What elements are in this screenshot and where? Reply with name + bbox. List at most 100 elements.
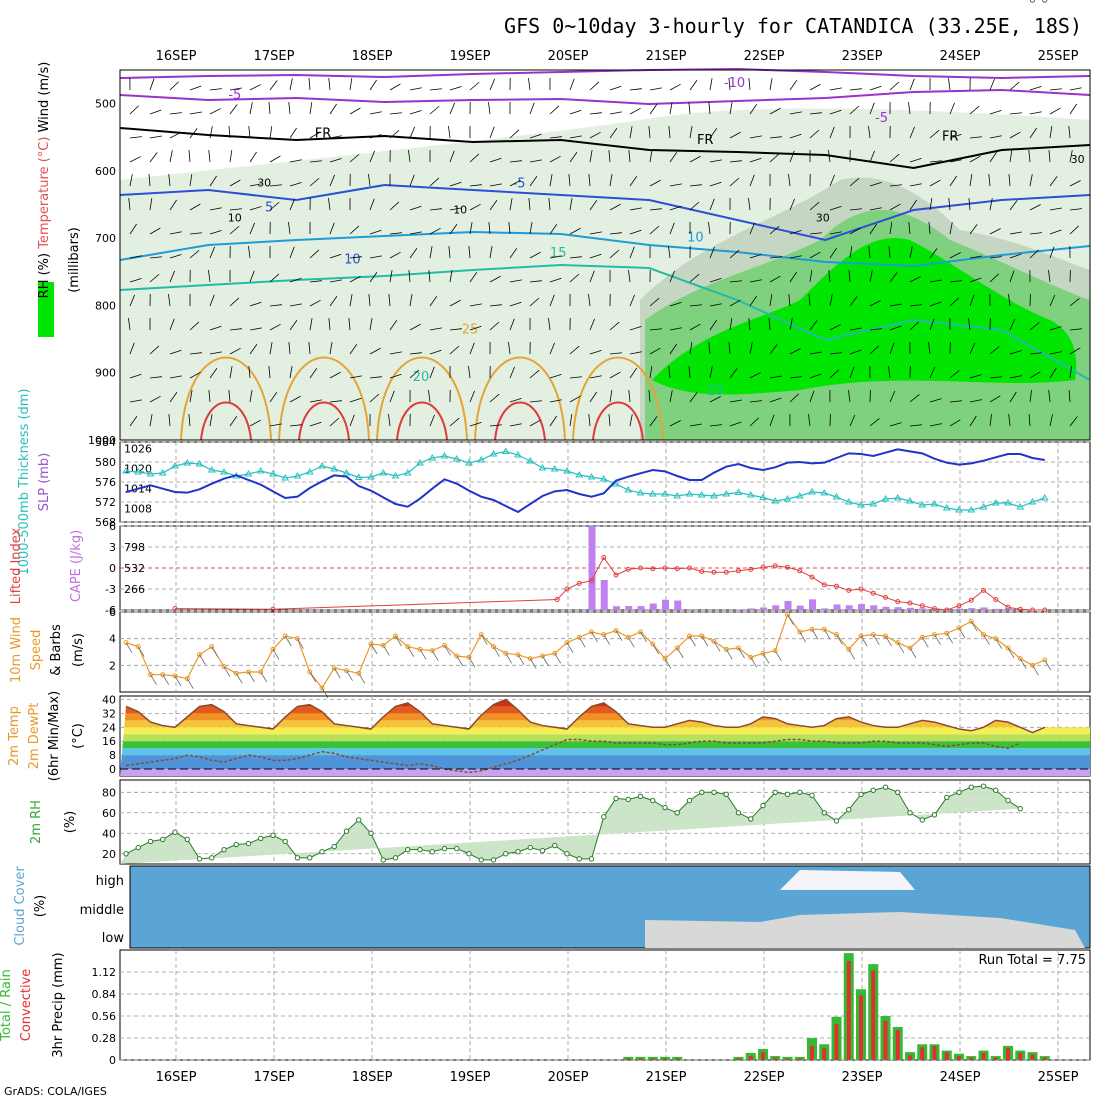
wind-barb xyxy=(1069,103,1078,115)
wind-barb xyxy=(409,174,415,187)
wind-barb xyxy=(1029,371,1041,379)
wind-barb xyxy=(589,375,602,379)
date-label-bottom: 25SEP xyxy=(1038,1070,1079,1085)
wind-barb xyxy=(829,294,833,307)
wind-barb xyxy=(949,175,958,187)
cape-ylabel: CAPE (J/kg) xyxy=(69,530,84,602)
wind-barb xyxy=(389,129,400,139)
wind-barb xyxy=(989,346,1000,355)
wind-barb xyxy=(449,223,458,235)
wind-barb xyxy=(589,231,602,235)
wind-barb xyxy=(728,78,731,91)
wind-barb xyxy=(409,231,422,235)
wind-barb xyxy=(628,390,631,403)
wind-barb xyxy=(409,126,415,139)
cape-bar xyxy=(845,605,853,610)
wind-barb xyxy=(209,207,222,211)
wind-barb xyxy=(249,183,262,187)
wind-barb xyxy=(689,201,700,211)
wind-barb xyxy=(289,303,302,307)
wind-barb xyxy=(789,348,801,355)
wind-barb xyxy=(309,177,320,187)
wind-barb xyxy=(789,230,802,235)
upper-air-ylabel-part: Temperature xyxy=(37,166,52,252)
surface-wind-barb xyxy=(1032,665,1039,676)
wind-barb xyxy=(229,150,233,163)
thickness-point xyxy=(1028,498,1037,505)
isotherm-line xyxy=(119,67,1091,80)
wind-speed-point xyxy=(417,646,423,652)
wind-barb xyxy=(129,105,139,115)
wind-speed-line xyxy=(125,613,1045,690)
wind-barb xyxy=(789,318,793,331)
cape-bar xyxy=(735,609,743,610)
wind-barb xyxy=(529,102,535,115)
wind-barb xyxy=(269,80,278,91)
wind-barb xyxy=(569,109,582,115)
wind-barb xyxy=(609,321,620,331)
wind-barb xyxy=(509,318,515,331)
lifted-index-line xyxy=(174,556,1045,611)
surface-wind-barb xyxy=(542,655,549,667)
isotherm-label: 20 xyxy=(707,384,724,399)
isotherm-lobe-25 xyxy=(572,356,664,441)
precip-convective-bar xyxy=(932,1045,937,1060)
wind-barb xyxy=(748,78,751,91)
wind-speed-point xyxy=(123,640,129,646)
wind-barb xyxy=(469,271,478,283)
wind-barb xyxy=(209,351,222,355)
wind-barb xyxy=(369,376,382,379)
lifted-index-point xyxy=(760,564,766,570)
wind-barb xyxy=(269,423,282,427)
date-label-bottom: 19SEP xyxy=(450,1070,491,1085)
wind-speed-point xyxy=(442,642,447,648)
wind-barb xyxy=(749,135,762,139)
wind-barb xyxy=(769,153,780,163)
wind-barb xyxy=(349,275,361,283)
rh-point xyxy=(784,791,791,798)
lifted-index-point xyxy=(564,586,570,592)
surface-wind-barb xyxy=(738,647,745,659)
surface-wind-barb xyxy=(970,621,978,632)
surface-wind-barb xyxy=(370,643,378,655)
precip-convective-bar xyxy=(1042,1057,1047,1060)
rh-point xyxy=(429,849,435,855)
pressure-tick-label: 500 xyxy=(95,98,116,111)
thickness-point xyxy=(501,447,510,454)
wind-barb xyxy=(889,81,900,91)
rh-point xyxy=(307,855,313,861)
thickness-point xyxy=(624,486,633,493)
wind-barb xyxy=(369,198,375,211)
thickness-point xyxy=(379,469,388,476)
wind-speed-point xyxy=(785,612,790,618)
wind-barb xyxy=(868,246,871,259)
wind-barb xyxy=(288,342,291,355)
wind-barb xyxy=(168,174,171,187)
wind-barb xyxy=(369,271,378,283)
surface-wind-barb xyxy=(186,678,194,689)
wind-barb xyxy=(229,328,242,331)
wind-speed-point xyxy=(699,633,705,639)
surface-wind-barb xyxy=(162,674,170,685)
wind-barb xyxy=(548,318,551,331)
cape-bar xyxy=(931,608,939,610)
wind-barb xyxy=(749,157,762,163)
wind-barb xyxy=(369,229,382,235)
temp-axis-tick-label: 16 xyxy=(102,735,116,748)
isotherm-label: -5 xyxy=(875,111,888,126)
wind-barb xyxy=(609,352,622,355)
wind-barb xyxy=(349,375,362,379)
lifted-index-point xyxy=(674,566,680,572)
wind-barb xyxy=(328,318,331,331)
wind-barb xyxy=(629,246,635,259)
isotherm-lobe-25 xyxy=(474,356,566,441)
wind-barb xyxy=(549,342,555,355)
wind-barb xyxy=(209,246,215,259)
wind-barb xyxy=(448,246,451,259)
wind-barb xyxy=(1009,231,1022,235)
precip-axis-tick-label: 0.84 xyxy=(92,988,117,1001)
wind-barb xyxy=(749,417,760,427)
date-label-top: 25SEP xyxy=(1038,49,1079,64)
thickness-point xyxy=(906,497,914,504)
wind-barb xyxy=(749,103,758,115)
